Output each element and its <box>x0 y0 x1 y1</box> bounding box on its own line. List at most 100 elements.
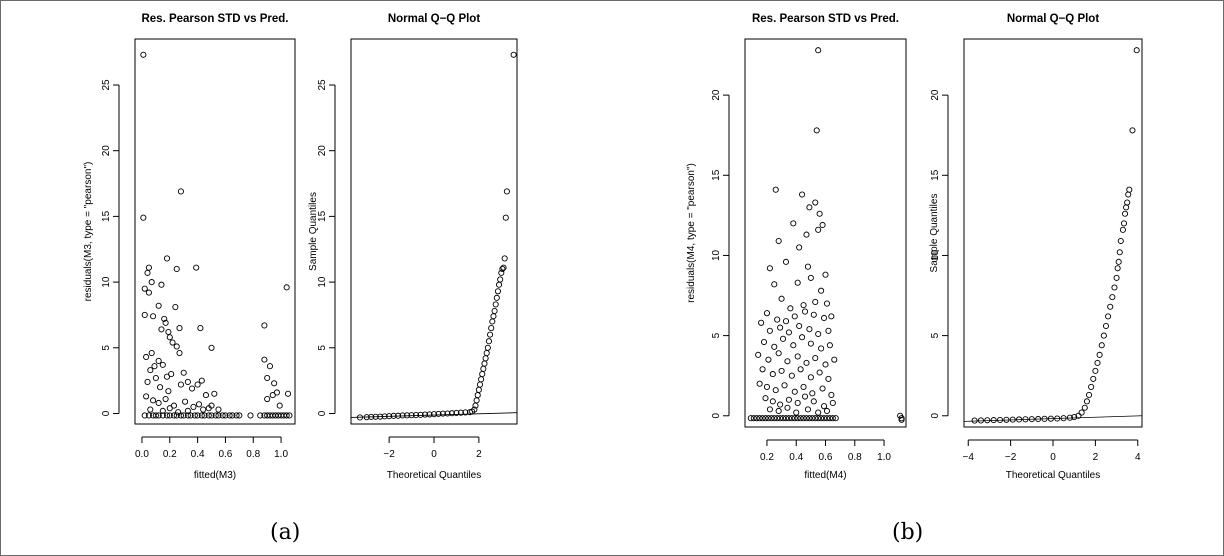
data-point <box>247 412 254 419</box>
data-point <box>1117 237 1124 245</box>
data-point <box>1035 415 1042 423</box>
data-point <box>501 255 508 262</box>
data-point <box>480 365 487 372</box>
data-point <box>264 395 271 403</box>
data-point <box>457 409 464 416</box>
data-point <box>283 284 290 291</box>
data-point <box>807 374 814 381</box>
data-point <box>475 386 482 393</box>
data-point <box>1111 284 1118 291</box>
data-point <box>215 406 222 413</box>
data-point <box>831 356 838 363</box>
data-point <box>264 374 271 382</box>
data-point <box>276 402 283 409</box>
data-point <box>184 378 191 386</box>
data-point <box>194 412 201 419</box>
data-point <box>140 214 147 221</box>
data-point <box>820 415 828 422</box>
y-tick-label: 10 <box>711 249 722 261</box>
data-point <box>198 377 205 384</box>
data-point <box>390 412 397 419</box>
data-point <box>173 265 180 272</box>
data-point <box>790 220 797 227</box>
data-point <box>377 413 384 420</box>
data-point <box>787 305 794 312</box>
data-point <box>482 355 489 362</box>
data-point <box>823 407 831 415</box>
data-point <box>771 281 778 288</box>
data-point <box>284 390 292 397</box>
data-point <box>212 412 219 419</box>
data-point <box>202 392 210 399</box>
data-point <box>1121 210 1129 217</box>
data-point <box>273 389 280 396</box>
data-point <box>785 396 792 403</box>
x-axis-label: Theoretical Quantiles <box>1006 470 1101 481</box>
data-point <box>233 412 240 419</box>
data-point <box>990 417 997 424</box>
data-point <box>141 285 148 292</box>
data-point <box>774 415 781 422</box>
x-tick-label: 1.0 <box>274 449 288 460</box>
data-point <box>208 412 215 419</box>
data-point <box>399 412 406 419</box>
data-point <box>822 361 829 368</box>
data-point <box>819 221 826 229</box>
data-point <box>201 412 208 419</box>
data-point <box>141 311 148 318</box>
x-tick-label: 0 <box>431 449 437 460</box>
data-point <box>819 385 826 392</box>
data-point <box>1066 414 1074 421</box>
x-axis-label: fitted(M4) <box>804 470 846 481</box>
x-tick-label: −2 <box>1005 452 1017 463</box>
data-point <box>769 371 776 378</box>
data-point <box>150 397 157 404</box>
data-point <box>165 328 172 336</box>
qq-reference-line <box>963 415 1143 422</box>
data-point <box>368 413 375 420</box>
data-point <box>766 406 773 413</box>
data-point <box>229 412 236 419</box>
data-point <box>180 412 187 419</box>
chart-title: Normal Q−Q Plot <box>1007 13 1100 25</box>
data-point <box>176 325 183 332</box>
data-point <box>145 289 152 296</box>
data-point <box>479 371 486 378</box>
caption-b: (b) <box>892 520 924 545</box>
data-point <box>158 281 165 288</box>
data-point <box>829 415 836 422</box>
data-point <box>471 406 478 413</box>
data-point <box>198 412 205 419</box>
data-point <box>777 324 784 331</box>
data-point <box>190 403 197 410</box>
data-point <box>487 331 494 338</box>
data-point <box>492 301 499 308</box>
data-point <box>163 412 171 419</box>
data-point <box>800 302 807 309</box>
data-point <box>363 414 370 421</box>
data-point <box>1085 391 1093 398</box>
data-point <box>494 288 501 295</box>
data-point <box>768 415 775 422</box>
data-point <box>1105 313 1112 320</box>
data-point <box>145 412 152 419</box>
data-point <box>822 271 829 278</box>
data-point <box>222 412 229 419</box>
data-point <box>812 355 819 362</box>
data-point <box>195 401 203 408</box>
data-point <box>261 322 268 329</box>
data-point <box>503 188 510 195</box>
data-point <box>211 390 218 397</box>
data-point <box>771 343 778 350</box>
panel-1: Res. Pearson STD vs Pred. fitted(M3) resid… <box>83 13 296 481</box>
data-point <box>1116 249 1123 256</box>
data-point <box>197 325 204 332</box>
data-point <box>801 393 809 400</box>
data-point <box>490 313 497 320</box>
data-point <box>794 353 801 360</box>
data-point <box>488 325 495 332</box>
data-point <box>778 367 785 374</box>
data-point <box>813 127 820 134</box>
data-point <box>812 415 819 422</box>
data-point <box>823 300 831 307</box>
